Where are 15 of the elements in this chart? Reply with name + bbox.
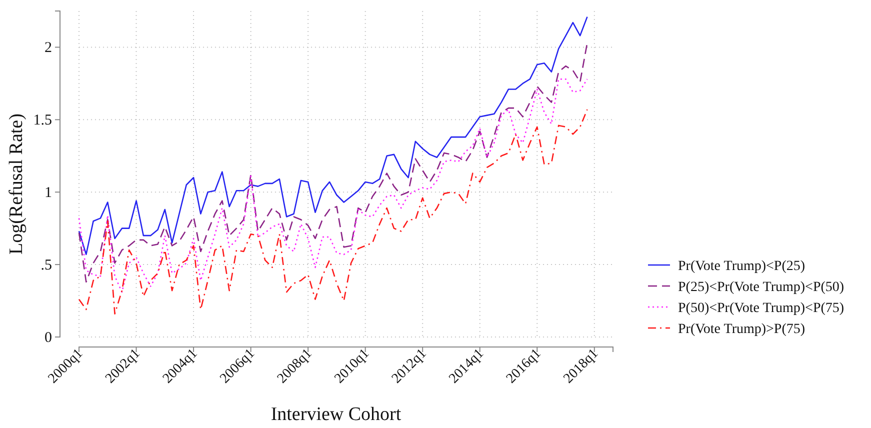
line-series xyxy=(78,16,588,256)
y-tick-label: 0 xyxy=(44,330,52,346)
line-series xyxy=(78,108,588,314)
legend-label: Pr(Vote Trump)<P(25) xyxy=(678,259,806,274)
legend-label: Pr(Vote Trump)>P(75) xyxy=(678,322,806,337)
y-tick-label: 1 xyxy=(44,184,52,201)
y-tick-label: 2 xyxy=(44,40,52,56)
y-tick-label: .5 xyxy=(40,257,52,274)
y-tick-label: 1.5 xyxy=(33,112,52,128)
y-axis-title: Log(Refusal Rate) xyxy=(6,114,27,254)
x-axis-title: Interview Cohort xyxy=(270,404,402,425)
line-series xyxy=(78,78,588,293)
line-series xyxy=(78,42,588,283)
legend-label: P(50)<Pr(Vote Trump)<P(75) xyxy=(678,301,844,316)
legend-label: P(25)<Pr(Vote Trump)<P(50) xyxy=(678,280,844,295)
